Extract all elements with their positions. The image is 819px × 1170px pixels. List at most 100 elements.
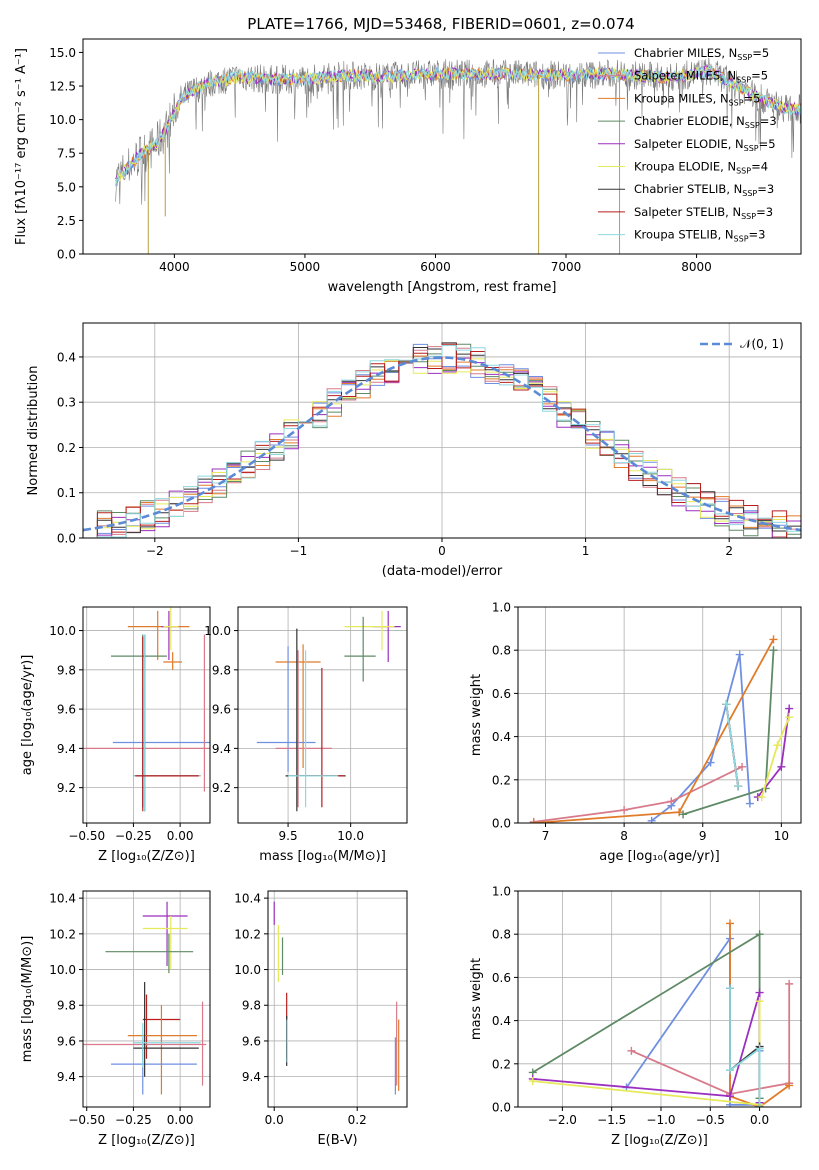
- y-tick-label: 10.0: [204, 624, 231, 638]
- x-tick-label: −2: [146, 544, 164, 558]
- plus-marker: [773, 741, 782, 750]
- plus-marker: [755, 988, 764, 997]
- plus-marker: [745, 799, 754, 808]
- y-tick-label: 10.0: [234, 963, 261, 977]
- x-axis-label: mass [log₁₀(M/M⊙)]: [259, 849, 386, 864]
- y-tick-label: 10.0: [49, 113, 76, 127]
- legend-entry: Kroupa STELIB, NSSP=3: [634, 228, 765, 244]
- x-tick-label: 9.5: [279, 829, 298, 843]
- y-tick-label: 9.4: [212, 742, 231, 756]
- plus-marker: [734, 782, 743, 791]
- age-vs-mass-frame: [237, 606, 408, 824]
- y-tick-label: 9.4: [242, 1070, 261, 1084]
- plus-marker: [726, 1066, 735, 1075]
- x-tick-label: 5000: [290, 260, 321, 274]
- x-tick-label: −0.50: [68, 1113, 105, 1127]
- x-tick-label: −0.5: [696, 1113, 725, 1127]
- legend-suffix: =5: [752, 46, 769, 60]
- plus-marker: [726, 984, 735, 993]
- plus-marker: [785, 704, 794, 713]
- plus-marker: [769, 646, 778, 655]
- plus-marker: [755, 997, 764, 1006]
- y-tick-label: 0.4: [492, 730, 511, 744]
- legend-suffix: =3: [760, 114, 777, 128]
- x-tick-label: 10: [774, 829, 789, 843]
- normal-curve: [83, 356, 801, 532]
- y-axis-label: mass weight: [469, 958, 484, 1040]
- plot-layer: Chabrier MILES, NSSP=5 Salpeter MILES, NS…: [14, 38, 802, 1148]
- y-tick-label: 9.4: [57, 1070, 76, 1084]
- y-tick-label: 10.2: [234, 927, 261, 941]
- y-tick-label: 9.6: [57, 703, 76, 717]
- mass-vs-Z-plot-area: [83, 891, 210, 1107]
- x-tick-label: 1: [582, 544, 590, 558]
- spectrum-frame: [82, 38, 802, 255]
- series-line: [625, 935, 761, 1106]
- y-tick-label: 7.5: [57, 147, 76, 161]
- plus-marker: [722, 700, 731, 709]
- plus-marker: [706, 758, 715, 767]
- series-line: [532, 932, 761, 1099]
- y-axis-label: mass weight: [469, 674, 484, 756]
- legend-subscript: SSP: [729, 98, 744, 107]
- y-tick-label: 0.8: [492, 928, 511, 942]
- weight-vs-age-frame: [517, 606, 802, 824]
- y-tick-label: 10.4: [49, 892, 76, 906]
- y-tick-label: 9.8: [57, 663, 76, 677]
- legend-entry: Chabrier STELIB, NSSP=3: [634, 182, 774, 198]
- y-axis-label: Flux [fλ10⁻¹⁷ erg cm⁻² s⁻¹ A⁻¹]: [14, 48, 29, 245]
- x-axis-label: Z [log₁₀(Z/Z⊙)]: [611, 1133, 708, 1148]
- x-tick-label: 0.0: [265, 1113, 284, 1127]
- legend-subscript: SSP: [737, 53, 752, 62]
- x-tick-label: 8000: [681, 260, 712, 274]
- series-line: [532, 992, 761, 1103]
- series-line: [533, 638, 775, 823]
- plus-marker: [755, 930, 764, 939]
- y-tick-label: 0.4: [492, 1014, 511, 1028]
- x-tick-label: −1: [290, 544, 308, 558]
- legend-subscript: SSP: [742, 189, 757, 198]
- legend-entry: Chabrier MILES, NSSP=5: [634, 46, 769, 62]
- x-tick-label: −0.25: [115, 1113, 152, 1127]
- legend-subscript: SSP: [736, 76, 751, 85]
- legend-entry: Chabrier ELODIE, NSSP=3: [634, 114, 777, 130]
- y-tick-label: 0.8: [492, 644, 511, 658]
- y-tick-label: 0.0: [57, 248, 76, 262]
- x-tick-label: 10.0: [337, 829, 364, 843]
- spectrum-plot-area: [115, 57, 801, 254]
- plus-marker: [755, 1044, 764, 1053]
- y-axis-label: mass [log₁₀(M/M⊙)]: [20, 936, 35, 1063]
- plus-marker: [647, 816, 656, 823]
- y-tick-label: 12.5: [49, 80, 76, 94]
- legend-entry: Salpeter STELIB, NSSP=3: [634, 205, 773, 221]
- legend-suffix: =3: [756, 205, 773, 219]
- age-vs-mass-panel: 9.5 10.0 9.2 9.4 9.6 9.8 10.0 mass [log₁₀(M/M⊙)…: [204, 606, 408, 864]
- x-tick-label: 0.00: [167, 1113, 194, 1127]
- y-tick-label: 10.0: [49, 624, 76, 638]
- series-line: [757, 708, 791, 798]
- legend-subscript: SSP: [734, 235, 749, 244]
- legend-suffix: =3: [749, 228, 766, 242]
- plus-marker: [785, 979, 794, 988]
- weight-vs-Z-panel: −2.0 −1.5 −1.0 −0.5 0.0 0.0 0.2 0.4 0.6 0.8 1.0 Z […: [469, 885, 802, 1148]
- plus-marker: [769, 635, 778, 644]
- x-tick-label: 8: [620, 829, 628, 843]
- x-tick-label: −2.0: [548, 1113, 577, 1127]
- y-tick-label: 9.6: [242, 1034, 261, 1048]
- legend-suffix: =5: [751, 69, 768, 83]
- age-vs-Z-plot-area: [83, 607, 210, 823]
- y-tick-label: 10.4: [234, 892, 261, 906]
- y-tick-label: 10.0: [49, 963, 76, 977]
- legend-entry: Kroupa ELODIE, NSSP=4: [634, 160, 768, 176]
- x-axis-label: (data-model)/error: [382, 564, 503, 579]
- y-tick-label: 1.0: [492, 601, 511, 615]
- spectrum-panel: Chabrier MILES, NSSP=5 Salpeter MILES, NS…: [14, 38, 802, 295]
- plus-marker: [726, 919, 735, 928]
- y-tick-label: 0.0: [492, 817, 511, 831]
- y-tick-label: 9.8: [212, 663, 231, 677]
- y-tick-label: 0.6: [492, 971, 511, 985]
- figure-title: PLATE=1766, MJD=53468, FIBERID=0601, z=0…: [247, 15, 634, 33]
- legend-entry: Salpeter MILES, NSSP=5: [634, 69, 768, 85]
- y-tick-label: 0.0: [57, 532, 76, 546]
- y-tick-label: 9.2: [57, 781, 76, 795]
